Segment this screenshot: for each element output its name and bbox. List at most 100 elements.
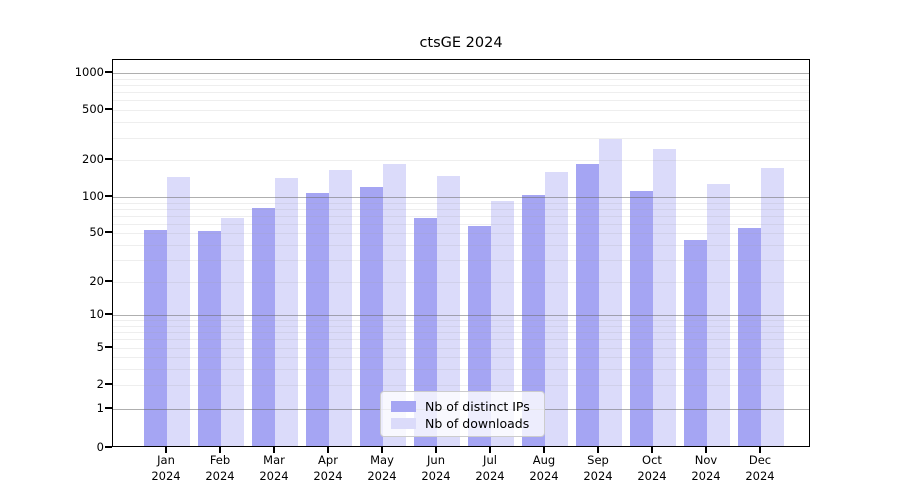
x-tick-year: 2024 bbox=[151, 468, 181, 483]
x-tick-label: Mar 2024 bbox=[246, 453, 302, 484]
y-gridline bbox=[113, 208, 809, 210]
y-tick-mark bbox=[105, 313, 112, 315]
y-tick-label: 2 bbox=[96, 377, 104, 391]
x-tick-label: Sep 2024 bbox=[570, 453, 626, 484]
bar-distinct-ips bbox=[144, 230, 167, 446]
legend-row: Nb of distinct IPs bbox=[391, 398, 536, 415]
y-tick-mark bbox=[105, 446, 112, 448]
x-tick-mark bbox=[327, 447, 329, 453]
y-gridline bbox=[113, 357, 809, 358]
y-gridline bbox=[113, 197, 809, 198]
x-tick-year: 2024 bbox=[259, 468, 289, 483]
y-tick-label: 200 bbox=[82, 152, 104, 166]
y-gridline bbox=[113, 348, 809, 349]
x-tick-mark bbox=[651, 447, 653, 453]
y-tick-label: 0 bbox=[96, 440, 104, 454]
bar-downloads bbox=[383, 164, 406, 446]
y-tick-mark bbox=[105, 158, 112, 160]
bar-downloads bbox=[653, 149, 676, 446]
x-tick-label: Jul 2024 bbox=[462, 453, 518, 484]
bar-distinct-ips bbox=[252, 207, 275, 446]
y-tick-mark bbox=[105, 280, 112, 282]
x-tick-year: 2024 bbox=[691, 468, 721, 483]
y-gridline bbox=[113, 137, 809, 139]
x-tick-label: Jun 2024 bbox=[408, 453, 464, 484]
legend-row: Nb of downloads bbox=[391, 415, 536, 432]
x-tick-label: Oct 2024 bbox=[624, 453, 680, 484]
y-gridline bbox=[113, 320, 809, 321]
x-tick-label: Feb 2024 bbox=[192, 453, 248, 484]
bar-distinct-ips bbox=[738, 228, 761, 446]
x-tick-year: 2024 bbox=[367, 468, 397, 483]
chart-title: ctsGE 2024 bbox=[419, 35, 503, 51]
x-tick-year: 2024 bbox=[583, 468, 613, 483]
bar-distinct-ips bbox=[576, 163, 599, 446]
y-tick-mark bbox=[105, 195, 112, 197]
x-tick-year: 2024 bbox=[529, 468, 559, 483]
y-gridline bbox=[113, 260, 809, 262]
x-tick-year: 2024 bbox=[421, 468, 451, 483]
x-tick-mark bbox=[597, 447, 599, 453]
legend-label: Nb of distinct IPs bbox=[425, 399, 530, 414]
x-tick-year: 2024 bbox=[313, 468, 343, 483]
x-tick-year: 2024 bbox=[475, 468, 505, 483]
y-tick-label: 10 bbox=[89, 307, 104, 321]
x-tick-mark bbox=[381, 447, 383, 453]
y-gridline bbox=[113, 202, 809, 204]
x-tick-mark bbox=[165, 447, 167, 453]
bar-distinct-ips bbox=[684, 240, 707, 446]
y-gridline bbox=[113, 233, 809, 234]
bar-distinct-ips bbox=[360, 187, 383, 446]
y-gridline bbox=[113, 315, 809, 316]
bar-downloads bbox=[707, 183, 730, 446]
x-tick-year: 2024 bbox=[205, 468, 235, 483]
bar-downloads bbox=[491, 200, 514, 446]
x-tick-month: Aug bbox=[532, 453, 556, 467]
bar-downloads bbox=[761, 167, 784, 446]
y-gridline bbox=[113, 325, 809, 327]
x-tick-mark bbox=[759, 447, 761, 453]
y-gridline bbox=[113, 84, 809, 86]
y-gridline bbox=[113, 223, 809, 225]
x-tick-year: 2024 bbox=[637, 468, 667, 483]
legend-swatch-downloads bbox=[391, 418, 416, 429]
legend: Nb of distinct IPs Nb of downloads bbox=[380, 391, 545, 437]
y-tick-label: 1 bbox=[96, 401, 104, 415]
y-tick-label: 50 bbox=[89, 225, 104, 239]
bar-distinct-ips bbox=[522, 194, 545, 446]
x-tick-mark bbox=[219, 447, 221, 453]
y-tick-mark bbox=[105, 231, 112, 233]
x-tick-mark bbox=[543, 447, 545, 453]
x-tick-month: Nov bbox=[694, 453, 718, 467]
x-tick-month: Jul bbox=[483, 453, 497, 467]
bar-downloads bbox=[275, 177, 298, 446]
bar-distinct-ips bbox=[630, 191, 653, 446]
x-tick-label: Apr 2024 bbox=[300, 453, 356, 484]
x-tick-label: Dec 2024 bbox=[732, 453, 788, 484]
y-gridline bbox=[113, 215, 809, 217]
plot-area bbox=[112, 59, 810, 447]
x-tick-mark bbox=[705, 447, 707, 453]
y-tick-label: 100 bbox=[82, 189, 104, 203]
bar-downloads bbox=[329, 169, 352, 446]
x-tick-label: Jan 2024 bbox=[138, 453, 194, 484]
y-gridline bbox=[113, 332, 809, 333]
x-tick-mark bbox=[435, 447, 437, 453]
x-tick-month: Feb bbox=[209, 453, 231, 467]
y-tick-mark bbox=[105, 71, 112, 73]
bar-downloads bbox=[437, 176, 460, 446]
y-tick-label: 20 bbox=[89, 274, 104, 288]
bar-downloads bbox=[221, 218, 244, 446]
y-gridline bbox=[113, 385, 809, 386]
y-gridline bbox=[113, 368, 809, 370]
y-tick-label: 1000 bbox=[74, 65, 104, 79]
x-tick-month: Jun bbox=[427, 453, 445, 467]
x-tick-label: Aug 2024 bbox=[516, 453, 572, 484]
y-tick-mark bbox=[105, 383, 112, 385]
y-gridline bbox=[113, 110, 809, 111]
x-tick-month: Mar bbox=[263, 453, 285, 467]
y-gridline bbox=[113, 244, 809, 246]
x-tick-month: Dec bbox=[748, 453, 772, 467]
y-gridline bbox=[113, 78, 809, 80]
